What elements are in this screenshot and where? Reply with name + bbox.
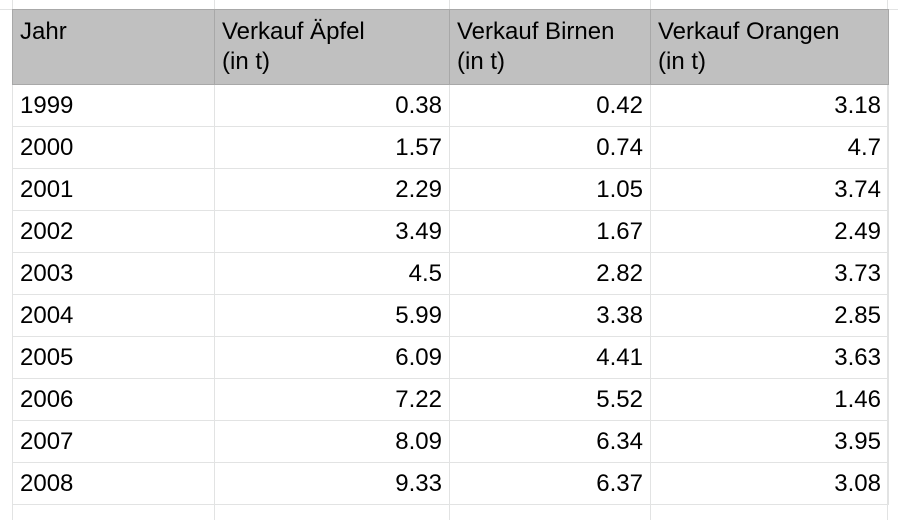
cell-aepfel[interactable]: 1.57 [214,126,450,169]
cell-birnen[interactable]: 1.05 [449,168,651,211]
cell-jahr[interactable]: 2003 [12,252,215,295]
cell-aepfel[interactable]: 3.49 [214,210,450,253]
header-cell-verkauf-orangen[interactable]: Verkauf Orangen (in t) [650,9,889,85]
cell-orangen[interactable]: 3.63 [650,336,889,379]
cell-orangen[interactable]: 3.18 [650,84,889,127]
cell-jahr[interactable]: 2005 [12,336,215,379]
table-row: 2004 5.99 3.38 2.85 [12,294,889,337]
table-row: 2001 2.29 1.05 3.74 [12,168,889,211]
table-row: 2002 3.49 1.67 2.49 [12,210,889,253]
cell-aepfel[interactable]: 5.99 [214,294,450,337]
table-row: 2006 7.22 5.52 1.46 [12,378,889,421]
cell-birnen[interactable]: 1.67 [449,210,651,253]
cell-orangen[interactable]: 1.46 [650,378,889,421]
cell-birnen[interactable]: 0.74 [449,126,651,169]
table-row: 2000 1.57 0.74 4.7 [12,126,889,169]
data-table: Jahr Verkauf Äpfel (in t) Verkauf Birnen… [12,9,889,505]
cell-aepfel[interactable]: 8.09 [214,420,450,463]
cell-jahr[interactable]: 2000 [12,126,215,169]
cell-aepfel[interactable]: 4.5 [214,252,450,295]
cell-orangen[interactable]: 3.95 [650,420,889,463]
header-row: Jahr Verkauf Äpfel (in t) Verkauf Birnen… [12,9,889,85]
cell-aepfel[interactable]: 7.22 [214,378,450,421]
cell-birnen[interactable]: 5.52 [449,378,651,421]
cell-birnen[interactable]: 2.82 [449,252,651,295]
cell-jahr[interactable]: 1999 [12,84,215,127]
cell-jahr[interactable]: 2008 [12,462,215,505]
table-row: 2003 4.5 2.82 3.73 [12,252,889,295]
table-row: 2005 6.09 4.41 3.63 [12,336,889,379]
cell-orangen[interactable]: 2.49 [650,210,889,253]
cell-orangen[interactable]: 3.08 [650,462,889,505]
cell-orangen[interactable]: 3.74 [650,168,889,211]
header-cell-verkauf-birnen[interactable]: Verkauf Birnen (in t) [449,9,651,85]
cell-aepfel[interactable]: 9.33 [214,462,450,505]
cell-jahr[interactable]: 2001 [12,168,215,211]
cell-birnen[interactable]: 4.41 [449,336,651,379]
cell-orangen[interactable]: 2.85 [650,294,889,337]
cell-birnen[interactable]: 6.37 [449,462,651,505]
cell-orangen[interactable]: 3.73 [650,252,889,295]
table-row: 1999 0.38 0.42 3.18 [12,84,889,127]
cell-jahr[interactable]: 2007 [12,420,215,463]
cell-aepfel[interactable]: 0.38 [214,84,450,127]
header-cell-jahr[interactable]: Jahr [12,9,215,85]
table-row: 2008 9.33 6.37 3.08 [12,462,889,505]
cell-jahr[interactable]: 2002 [12,210,215,253]
cell-jahr[interactable]: 2006 [12,378,215,421]
cell-birnen[interactable]: 6.34 [449,420,651,463]
cell-aepfel[interactable]: 6.09 [214,336,450,379]
header-cell-verkauf-aepfel[interactable]: Verkauf Äpfel (in t) [214,9,450,85]
cell-orangen[interactable]: 4.7 [650,126,889,169]
cell-aepfel[interactable]: 2.29 [214,168,450,211]
cell-birnen[interactable]: 0.42 [449,84,651,127]
cell-birnen[interactable]: 3.38 [449,294,651,337]
cell-jahr[interactable]: 2004 [12,294,215,337]
table-row: 2007 8.09 6.34 3.95 [12,420,889,463]
